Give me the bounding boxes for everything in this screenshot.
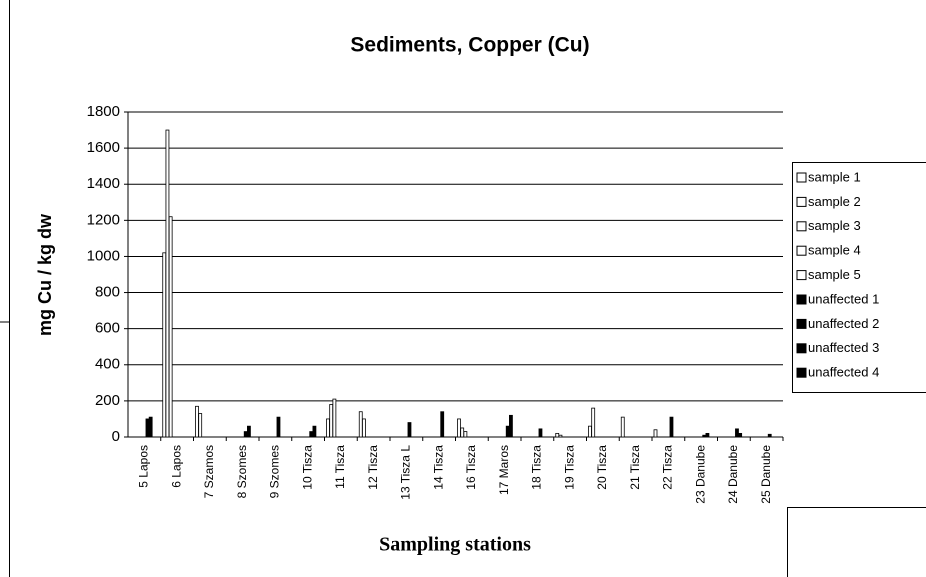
legend-box	[792, 162, 926, 393]
y-axis-title: mg Cu / kg dw	[35, 213, 55, 336]
y-tick-label: 800	[95, 284, 120, 301]
x-tick-label: 7 Szamos	[202, 445, 216, 498]
x-tick-label: 12 Tisza	[366, 445, 380, 490]
x-tick-label: 13 Tisza L	[399, 445, 413, 500]
x-tick-label: 9 Szomes	[268, 445, 282, 498]
x-axis-title: Sampling stations	[379, 534, 531, 556]
legend-label: sample 3	[808, 218, 861, 233]
bar	[669, 416, 674, 438]
bar	[243, 431, 248, 438]
y-tick-label: 1800	[87, 103, 120, 120]
bar	[198, 413, 203, 438]
x-tick-label: 6 Lapos	[169, 445, 183, 488]
legend-label: unaffected 1	[808, 291, 879, 306]
bar	[705, 432, 710, 438]
bar	[148, 416, 153, 438]
x-tick-label: 21 Tisza	[628, 445, 642, 490]
x-tick-label: 19 Tisza	[562, 445, 576, 490]
bar	[767, 433, 772, 438]
bar	[588, 425, 592, 438]
legend-swatch	[796, 221, 807, 232]
y-tick-label: 600	[95, 320, 120, 337]
bar	[738, 432, 743, 438]
x-tick-label: 11 Tisza	[333, 445, 347, 489]
legend-swatch	[796, 294, 807, 305]
x-tick-label: 20 Tisza	[595, 445, 609, 490]
bar	[463, 431, 468, 438]
x-tick-label: 5 Lapos	[137, 445, 151, 488]
bar	[326, 418, 330, 438]
legend-swatch	[796, 172, 807, 183]
frame-box	[787, 507, 926, 577]
x-tick-label: 8 Szomes	[235, 445, 249, 498]
legend-label: unaffected 3	[808, 340, 879, 355]
bar	[558, 434, 563, 438]
bar	[735, 428, 739, 438]
bar	[247, 425, 251, 438]
y-tick-label: 1200	[87, 211, 120, 228]
legend-label: unaffected 2	[808, 316, 879, 331]
bar	[440, 411, 445, 438]
legend-swatch	[796, 343, 807, 354]
legend-swatch	[796, 270, 807, 281]
x-tick-label: 23 Danube	[693, 445, 707, 504]
chart-title: Sediments, Copper (Cu)	[350, 34, 589, 57]
y-tick-label: 1000	[87, 247, 120, 264]
x-tick-label: 22 Tisza	[661, 445, 675, 490]
legend-swatch	[796, 367, 807, 378]
y-tick-label: 1600	[87, 139, 120, 156]
legend-label: unaffected 4	[808, 365, 879, 380]
x-tick-label: 18 Tisza	[530, 445, 544, 490]
x-tick-label: 14 Tisza	[431, 445, 445, 490]
bar	[457, 418, 461, 438]
bar	[162, 252, 167, 438]
bar	[358, 411, 363, 438]
legend-label: sample 4	[808, 243, 861, 258]
bar	[195, 405, 199, 438]
bar	[591, 407, 596, 438]
x-tick-label: 10 Tisza	[300, 445, 314, 490]
bar	[332, 398, 337, 438]
legend-label: sample 5	[808, 267, 861, 282]
bar	[505, 425, 510, 438]
legend-label: sample 2	[808, 194, 861, 209]
legend-swatch	[796, 318, 807, 329]
bar	[702, 434, 707, 438]
bar	[168, 216, 173, 438]
legend-swatch	[796, 245, 807, 256]
bar	[538, 428, 543, 438]
y-tick-label: 200	[95, 392, 120, 409]
bar	[165, 129, 170, 438]
y-tick-label: 1400	[87, 175, 120, 192]
bar	[555, 432, 560, 438]
bar	[312, 425, 317, 438]
bar	[309, 431, 314, 438]
x-tick-label: 24 Danube	[726, 445, 740, 504]
bar	[362, 418, 366, 438]
legend-label: sample 1	[808, 169, 861, 184]
bar	[145, 418, 150, 438]
bar	[509, 414, 513, 438]
bar	[620, 416, 625, 438]
y-tick-label: 0	[112, 428, 120, 445]
bar	[407, 422, 412, 438]
bar	[329, 404, 334, 438]
bar	[653, 429, 658, 438]
bar	[276, 416, 281, 438]
bar	[460, 427, 465, 438]
y-tick-label: 400	[95, 356, 120, 373]
legend-swatch	[796, 196, 807, 207]
x-tick-label: 17 Maros	[497, 445, 511, 495]
x-tick-label: 16 Tisza	[464, 445, 478, 490]
x-tick-label: 25 Danube	[759, 445, 773, 504]
